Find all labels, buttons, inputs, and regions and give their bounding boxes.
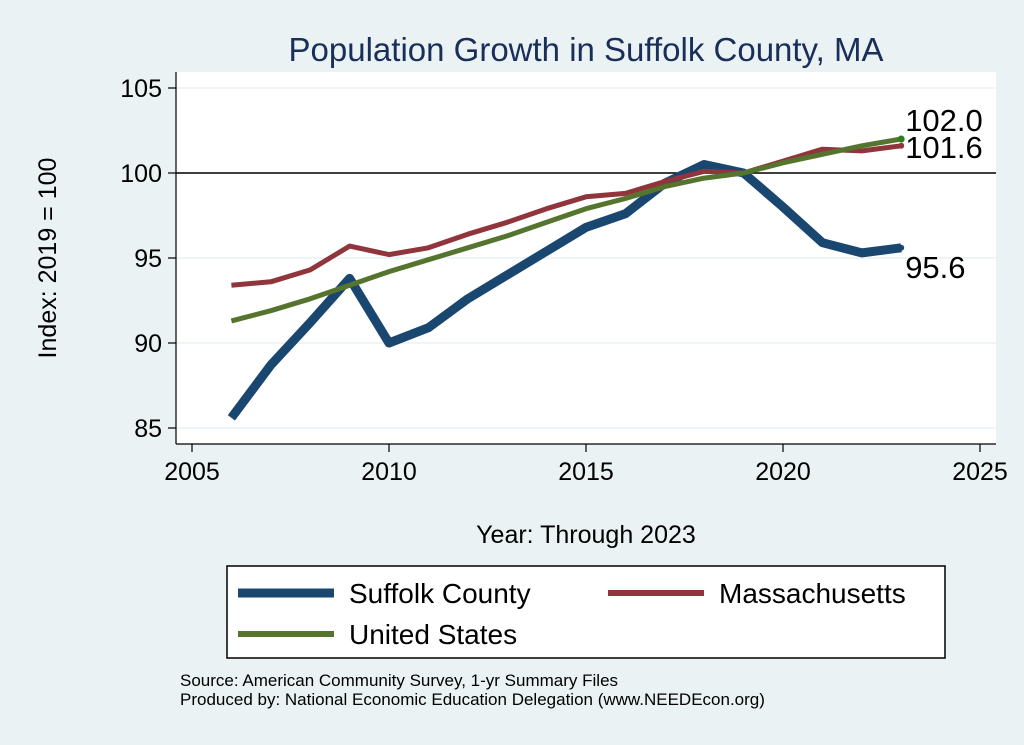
producer-note: Produced by: National Economic Education… [180,690,765,709]
grid-layer [176,87,996,429]
series-line [230,136,902,324]
chart-title: Population Growth in Suffolk County, MA [289,31,884,68]
legend-label: Massachusetts [719,578,906,609]
y-tick-label: 85 [134,415,162,443]
x-tick-label: 2010 [361,458,417,486]
series-end-point [897,135,905,143]
x-axis-title: Year: Through 2023 [476,521,696,549]
y-axis-title: Index: 2019 = 100 [34,158,62,359]
y-tick-label: 105 [120,75,162,103]
y-tick-label: 95 [134,245,162,273]
series-end-label: 102.0 [905,103,983,138]
series-end-point [898,142,905,149]
series-end-label: 101.6 [905,130,983,165]
series-layer [227,135,905,421]
legend-box [226,565,946,659]
y-tick-label: 100 [120,160,162,188]
source-note: Source: American Community Survey, 1-yr … [180,671,619,690]
x-tick-label: 2025 [952,458,1008,486]
legend-label: United States [349,619,517,650]
series-end-label: 95.6 [905,250,965,285]
x-tick-label: 2020 [755,458,811,486]
x-tick-label: 2005 [164,458,220,486]
y-tick-label: 90 [134,330,162,358]
x-tick-label: 2015 [558,458,614,486]
series-end-point [898,244,905,251]
axis-layer: 85 90 95 100 105 2005 2010 2015 2020 2025 [120,72,1008,486]
legend: Suffolk County Massachusetts United States [226,565,946,659]
legend-label: Suffolk County [349,578,531,609]
